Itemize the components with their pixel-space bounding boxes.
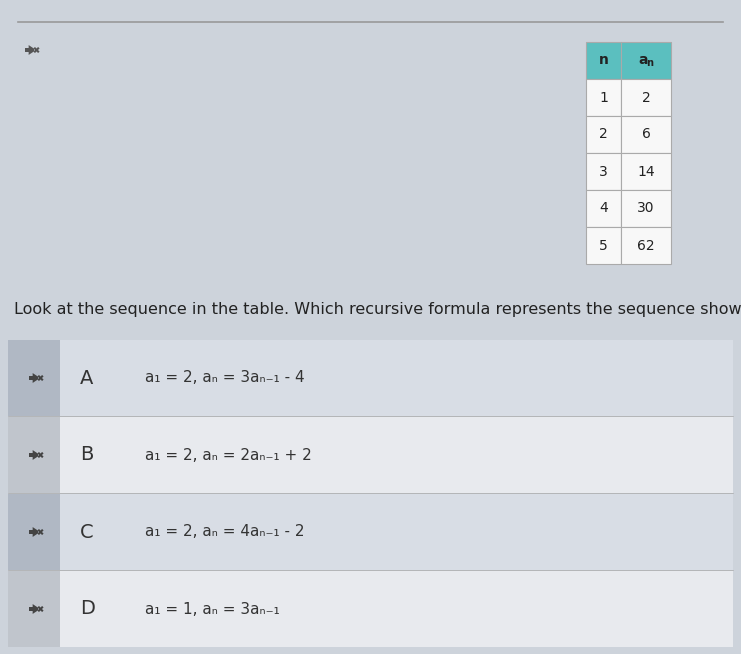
Bar: [586, 227, 621, 264]
Bar: [29, 376, 33, 380]
Text: A: A: [80, 368, 93, 388]
Text: D: D: [80, 600, 95, 619]
Text: 1: 1: [599, 90, 608, 105]
Bar: [8, 571, 733, 647]
Bar: [621, 227, 671, 264]
Bar: [621, 116, 671, 153]
Bar: [8, 417, 60, 493]
Bar: [29, 607, 33, 611]
Text: a₁ = 2, aₙ = 2aₙ₋₁ + 2: a₁ = 2, aₙ = 2aₙ₋₁ + 2: [145, 447, 312, 462]
Text: C: C: [80, 523, 93, 542]
Text: 6: 6: [642, 128, 651, 141]
Polygon shape: [33, 450, 38, 460]
Bar: [621, 190, 671, 227]
Polygon shape: [29, 45, 34, 55]
Bar: [586, 79, 621, 116]
Bar: [621, 79, 671, 116]
Bar: [586, 116, 621, 153]
Text: a₁ = 1, aₙ = 3aₙ₋₁: a₁ = 1, aₙ = 3aₙ₋₁: [145, 602, 280, 617]
Text: B: B: [80, 445, 93, 464]
Text: 14: 14: [637, 165, 655, 179]
Polygon shape: [33, 373, 38, 383]
Bar: [8, 571, 60, 647]
Bar: [586, 42, 621, 79]
Text: 4: 4: [599, 201, 608, 216]
Text: 2: 2: [642, 90, 651, 105]
Bar: [8, 340, 60, 416]
Text: a: a: [638, 54, 648, 67]
Text: 5: 5: [599, 239, 608, 252]
Polygon shape: [33, 527, 38, 537]
Bar: [8, 494, 733, 570]
Bar: [8, 417, 733, 493]
Text: 3: 3: [599, 165, 608, 179]
Bar: [621, 153, 671, 190]
Bar: [25, 48, 29, 52]
Bar: [29, 530, 33, 534]
Bar: [8, 340, 733, 416]
Bar: [586, 190, 621, 227]
Text: a₁ = 2, aₙ = 4aₙ₋₁ - 2: a₁ = 2, aₙ = 4aₙ₋₁ - 2: [145, 525, 305, 540]
Bar: [586, 153, 621, 190]
Text: 62: 62: [637, 239, 655, 252]
Text: 2: 2: [599, 128, 608, 141]
Text: n: n: [599, 54, 608, 67]
Text: a₁ = 2, aₙ = 3aₙ₋₁ - 4: a₁ = 2, aₙ = 3aₙ₋₁ - 4: [145, 371, 305, 385]
Bar: [29, 453, 33, 457]
Text: Look at the sequence in the table. Which recursive formula represents the sequen: Look at the sequence in the table. Which…: [14, 302, 741, 317]
Text: 30: 30: [637, 201, 655, 216]
Bar: [621, 42, 671, 79]
Bar: [8, 494, 60, 570]
Polygon shape: [33, 604, 38, 614]
Text: n: n: [646, 58, 654, 67]
